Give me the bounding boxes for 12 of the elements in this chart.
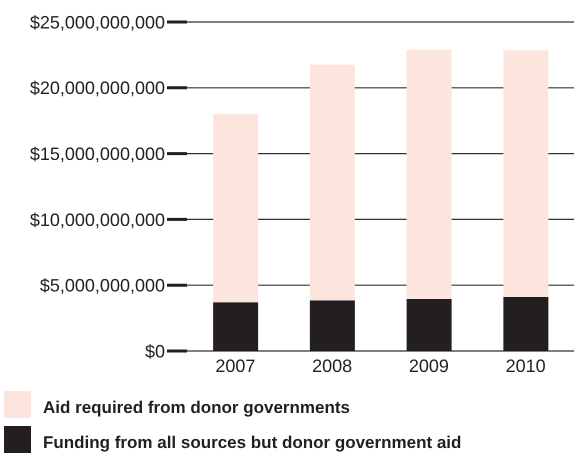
x-tick-label: 2008: [312, 356, 352, 376]
x-tick-label: 2009: [408, 356, 449, 376]
y-tick-label: $10,000,000,000: [30, 210, 165, 230]
y-tick-label: $25,000,000,000: [30, 12, 165, 32]
y-tick-label: $20,000,000,000: [30, 78, 165, 98]
y-tick-label: $15,000,000,000: [30, 144, 165, 164]
y-tick-label: $0: [144, 341, 165, 362]
y-tick-label: $5,000,000,000: [40, 276, 165, 296]
x-tick-label: 2010: [506, 356, 546, 376]
legend-label: Aid required from donor governments: [43, 398, 350, 418]
x-tick-label: 2007: [215, 356, 256, 376]
legend-label: Funding from all sources but donor government aid: [43, 433, 462, 453]
